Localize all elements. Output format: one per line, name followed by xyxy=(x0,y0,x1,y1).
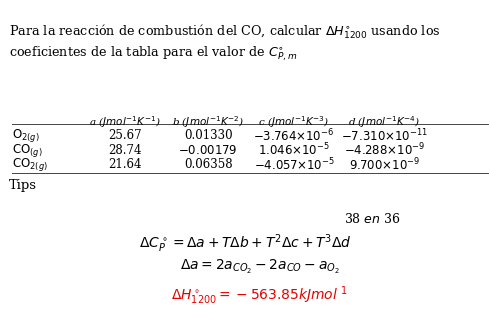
Text: 0.01330: 0.01330 xyxy=(184,129,233,142)
Text: $-4.057{\times}10^{-5}$: $-4.057{\times}10^{-5}$ xyxy=(253,156,335,173)
Text: 21.64: 21.64 xyxy=(108,158,142,171)
Text: c ($\mathit{J}\mathit{mol}^{-1}\mathit{K}^{-3}$): c ($\mathit{J}\mathit{mol}^{-1}\mathit{K… xyxy=(258,115,330,130)
Text: $9.700{\times}10^{-9}$: $9.700{\times}10^{-9}$ xyxy=(349,156,420,173)
Text: $-0.00179$: $-0.00179$ xyxy=(178,144,238,157)
Text: coeficientes de la tabla para el valor de $C_{P,m}^{\circ}$: coeficientes de la tabla para el valor d… xyxy=(9,45,297,63)
Text: $\Delta H_{1200}^\circ = -563.85kJmol^{\ 1}$: $\Delta H_{1200}^\circ = -563.85kJmol^{\… xyxy=(172,284,348,307)
Text: $1.046{\times}10^{-5}$: $1.046{\times}10^{-5}$ xyxy=(258,142,330,159)
Text: 38 $\mathit{en}$ 36: 38 $\mathit{en}$ 36 xyxy=(344,212,401,225)
Text: Tips: Tips xyxy=(9,179,37,192)
Text: $-7.310{\times}10^{-11}$: $-7.310{\times}10^{-11}$ xyxy=(341,127,428,144)
Text: $\mathrm{O}_{2(g)}$: $\mathrm{O}_{2(g)}$ xyxy=(12,127,40,144)
Text: $\Delta C_P^\circ = \Delta a + T\Delta b + T^2\Delta c + T^3\Delta d$: $\Delta C_P^\circ = \Delta a + T\Delta b… xyxy=(139,233,351,255)
Text: $\mathrm{CO}_{(g)}$: $\mathrm{CO}_{(g)}$ xyxy=(12,142,43,159)
Text: $-3.764{\times}10^{-6}$: $-3.764{\times}10^{-6}$ xyxy=(253,127,335,144)
Text: b ($\mathit{J}\mathit{mol}^{-1}\mathit{K}^{-2}$): b ($\mathit{J}\mathit{mol}^{-1}\mathit{K… xyxy=(172,115,245,130)
Text: 28.74: 28.74 xyxy=(108,144,142,157)
Text: a ($\mathit{J}\mathit{mol}^{-1}\mathit{K}^{-1}$): a ($\mathit{J}\mathit{mol}^{-1}\mathit{K… xyxy=(89,115,161,130)
Text: $\mathrm{CO}_{2(g)}$: $\mathrm{CO}_{2(g)}$ xyxy=(12,156,48,173)
Text: 0.06358: 0.06358 xyxy=(184,158,233,171)
Text: Para la reacción de combustión del CO, calcular $\Delta H_{1200}^{\circ}$ usando: Para la reacción de combustión del CO, c… xyxy=(9,23,441,41)
Text: $\Delta a = 2a_{CO_2} - 2a_{CO} - a_{O_2}$: $\Delta a = 2a_{CO_2} - 2a_{CO} - a_{O_2… xyxy=(180,258,340,276)
Text: 25.67: 25.67 xyxy=(108,129,142,142)
Text: d ($\mathit{J}\mathit{mol}^{-1}\mathit{K}^{-4}$): d ($\mathit{J}\mathit{mol}^{-1}\mathit{K… xyxy=(348,115,421,130)
Text: $-4.288{\times}10^{-9}$: $-4.288{\times}10^{-9}$ xyxy=(344,142,425,159)
